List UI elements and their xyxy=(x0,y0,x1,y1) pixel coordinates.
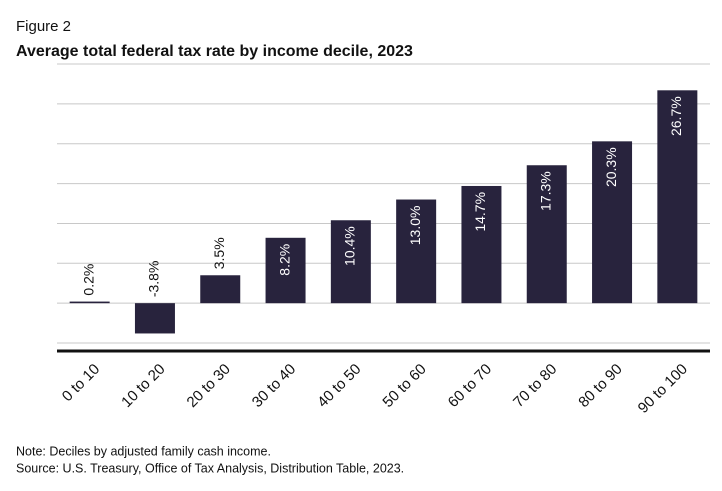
x-tick-label: 80 to 90 xyxy=(575,361,625,411)
value-label: 26.7% xyxy=(668,96,684,136)
x-tick-label: 90 to 100 xyxy=(635,361,691,417)
bar xyxy=(526,165,567,304)
bar xyxy=(265,237,306,304)
bar xyxy=(461,185,502,304)
value-label: 8.2% xyxy=(276,244,292,276)
bar xyxy=(330,220,371,304)
bar xyxy=(657,90,698,304)
source: Source: U.S. Treasury, Office of Tax Ana… xyxy=(16,461,404,475)
bar xyxy=(200,275,241,304)
value-label: 17.3% xyxy=(537,171,553,211)
value-label: 10.4% xyxy=(342,226,358,266)
x-tick-label: 70 to 80 xyxy=(510,361,560,411)
chart-title: Average total federal tax rate by income… xyxy=(16,43,413,60)
bar xyxy=(396,199,437,304)
value-label: 0.2% xyxy=(80,264,96,296)
x-tick-label: 20 to 30 xyxy=(184,361,234,411)
value-label: -3.8% xyxy=(146,261,162,298)
x-tick-label: 50 to 60 xyxy=(379,361,429,411)
bar xyxy=(592,141,633,304)
note: Note: Deciles by adjusted family cash in… xyxy=(16,444,271,458)
bar xyxy=(134,303,175,334)
bar xyxy=(69,301,110,304)
x-tick-label: 60 to 70 xyxy=(445,361,495,411)
value-label: 13.0% xyxy=(407,206,423,246)
x-tick-label: 10 to 20 xyxy=(118,361,168,411)
figure-label: Figure 2 xyxy=(16,18,71,35)
value-label: 3.5% xyxy=(211,237,227,269)
value-label: 14.7% xyxy=(472,192,488,232)
value-label: 20.3% xyxy=(603,147,619,187)
x-tick-label: 30 to 40 xyxy=(249,361,299,411)
x-tick-label: 0 to 10 xyxy=(59,361,103,405)
x-tick-label: 40 to 50 xyxy=(314,361,364,411)
